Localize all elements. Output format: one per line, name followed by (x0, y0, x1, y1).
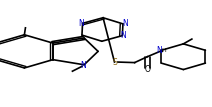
Text: S: S (112, 58, 117, 67)
Text: N: N (122, 19, 128, 28)
Text: O: O (144, 65, 150, 74)
Text: H: H (161, 48, 166, 53)
Text: N: N (156, 46, 162, 55)
Text: N: N (79, 19, 84, 28)
Text: N: N (120, 31, 126, 40)
Text: N: N (80, 61, 86, 70)
